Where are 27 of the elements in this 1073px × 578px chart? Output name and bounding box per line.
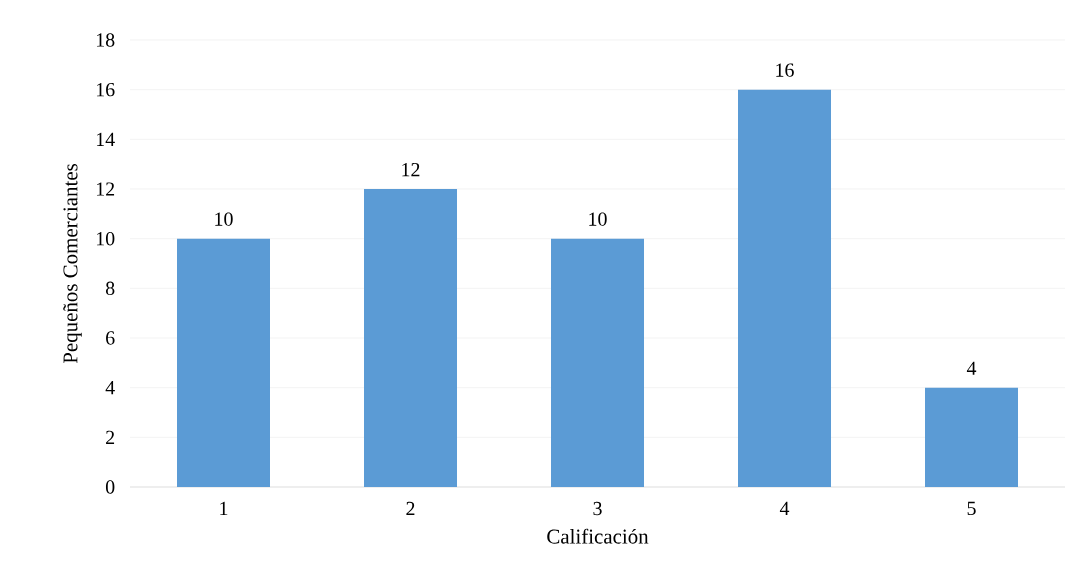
- data-label: 16: [776, 63, 794, 77]
- x-tick-label: 5: [967, 501, 976, 516]
- data-label: 10: [589, 212, 607, 226]
- data-label: 4: [966, 361, 977, 375]
- bar: [738, 89, 831, 487]
- y-tick-label: 10: [96, 231, 115, 246]
- data-label: 12: [402, 162, 420, 177]
- y-tick-label: 6: [106, 331, 115, 345]
- x-tick-label: 1: [220, 501, 228, 515]
- x-axis-title: Calificación: [547, 528, 649, 544]
- x-tick-label: 2: [406, 501, 415, 516]
- y-tick-label: 16: [96, 82, 115, 97]
- y-tick-label: 4: [105, 381, 115, 395]
- bar: [177, 238, 270, 487]
- x-tick-label: 3: [593, 501, 602, 516]
- bar: [364, 189, 457, 487]
- y-tick-label: 18: [96, 33, 115, 47]
- y-tick-label: 12: [96, 182, 115, 196]
- y-tick-label: 14: [96, 132, 115, 146]
- data-label: 10: [215, 212, 233, 226]
- y-tick-label: 2: [106, 430, 115, 444]
- y-axis-title: Pequeños Comerciantes: [63, 164, 82, 364]
- y-tick-label: 8: [105, 281, 115, 296]
- bar: [925, 387, 1018, 487]
- x-tick-label: 4: [779, 501, 790, 515]
- y-tick-label: 0: [105, 480, 115, 494]
- bar: [551, 238, 644, 487]
